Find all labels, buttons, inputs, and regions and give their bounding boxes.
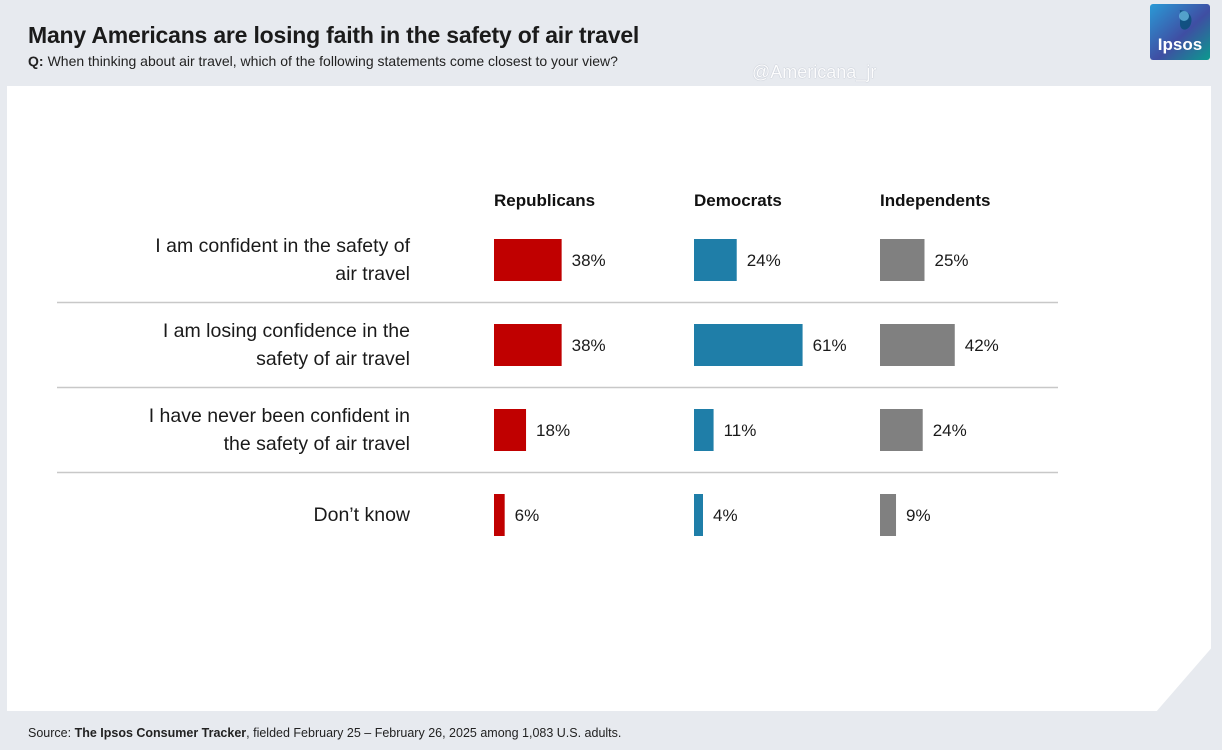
data-label: 38%: [572, 251, 606, 270]
bar-republicans: [494, 494, 505, 536]
ipsos-logo: Ipsos: [1150, 4, 1210, 60]
data-label: 18%: [536, 421, 570, 440]
data-label: 24%: [933, 421, 967, 440]
category-label: safety of air travel: [256, 348, 410, 370]
category-label: the safety of air travel: [224, 433, 410, 455]
source-prefix: Source:: [28, 726, 75, 740]
bar-democrats: [694, 494, 703, 536]
category-label: I am confident in the safety of: [155, 235, 410, 257]
source-details: , fielded February 25 – February 26, 202…: [246, 726, 622, 740]
category-label: Don’t know: [314, 504, 411, 526]
data-label: 9%: [906, 506, 931, 525]
bar-republicans: [494, 324, 562, 366]
category-label: I am losing confidence in the: [163, 320, 410, 342]
column-header-independents: Independents: [880, 191, 991, 210]
column-header-democrats: Democrats: [694, 191, 782, 210]
chart-title: Many Americans are losing faith in the s…: [28, 22, 640, 48]
category-label: I have never been confident in: [149, 405, 410, 427]
data-label: 24%: [747, 251, 781, 270]
data-label: 4%: [713, 506, 738, 525]
data-label: 61%: [813, 336, 847, 355]
bar-independents: [880, 324, 955, 366]
bar-democrats: [694, 409, 714, 451]
bar-republicans: [494, 239, 562, 281]
data-label: 42%: [965, 336, 999, 355]
data-label: 38%: [572, 336, 606, 355]
ipsos-logo-graphic: Ipsos: [1150, 4, 1210, 60]
bar-democrats: [694, 239, 737, 281]
bar-republicans: [494, 409, 527, 451]
bar-independents: [880, 239, 925, 281]
chart-panel: [7, 86, 1211, 711]
question-prefix: Q:: [28, 53, 44, 69]
source-note: Source: The Ipsos Consumer Tracker, fiel…: [28, 726, 621, 740]
column-header-republicans: Republicans: [494, 191, 595, 210]
bar-democrats: [694, 324, 803, 366]
question-body: When thinking about air travel, which of…: [47, 53, 618, 69]
bar-independents: [880, 494, 897, 536]
bar-independents: [880, 409, 923, 451]
watermark: @Americana_jr: [752, 62, 877, 82]
question-text: Q: When thinking about air travel, which …: [28, 53, 618, 69]
data-label: 11%: [724, 421, 757, 440]
data-label: 6%: [515, 506, 540, 525]
category-label: air travel: [335, 263, 410, 285]
data-label: 25%: [935, 251, 969, 270]
ipsos-logo-text: Ipsos: [1158, 35, 1202, 54]
source-name: The Ipsos Consumer Tracker: [74, 726, 247, 740]
